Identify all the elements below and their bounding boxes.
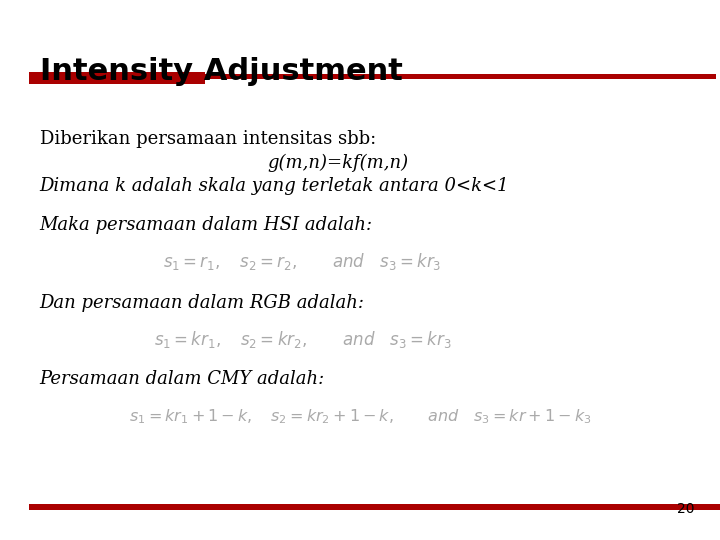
- Text: $s_1 = kr_1, \quad s_2 = kr_2, \qquad \mathit{and} \quad s_3 = kr_3$: $s_1 = kr_1, \quad s_2 = kr_2, \qquad \m…: [153, 329, 451, 350]
- Text: $s_1 = kr_1 + 1 - k, \quad s_2 = kr_2 + 1 - k, \qquad \mathit{and} \quad s_3 = k: $s_1 = kr_1 + 1 - k, \quad s_2 = kr_2 + …: [129, 408, 591, 427]
- Text: 20: 20: [678, 502, 695, 516]
- Bar: [29, 72, 205, 84]
- Text: Persamaan dalam CMY adalah:: Persamaan dalam CMY adalah:: [40, 370, 325, 388]
- Bar: [29, 504, 720, 510]
- Text: Dimana k adalah skala yang terletak antara 0<k<1: Dimana k adalah skala yang terletak anta…: [40, 177, 509, 195]
- Text: Maka persamaan dalam HSI adalah:: Maka persamaan dalam HSI adalah:: [40, 216, 373, 234]
- Text: Dan persamaan dalam RGB adalah:: Dan persamaan dalam RGB adalah:: [40, 294, 364, 312]
- Text: Diberikan persamaan intensitas sbb:: Diberikan persamaan intensitas sbb:: [40, 130, 376, 147]
- Text: Intensity Adjustment: Intensity Adjustment: [40, 57, 402, 86]
- Text: g(m,n)=kf(m,n): g(m,n)=kf(m,n): [268, 154, 409, 172]
- Bar: [205, 74, 716, 79]
- Text: $s_1 = r_1, \quad s_2 = r_2, \qquad \mathit{and} \quad s_3 = kr_3$: $s_1 = r_1, \quad s_2 = r_2, \qquad \mat…: [163, 251, 441, 272]
